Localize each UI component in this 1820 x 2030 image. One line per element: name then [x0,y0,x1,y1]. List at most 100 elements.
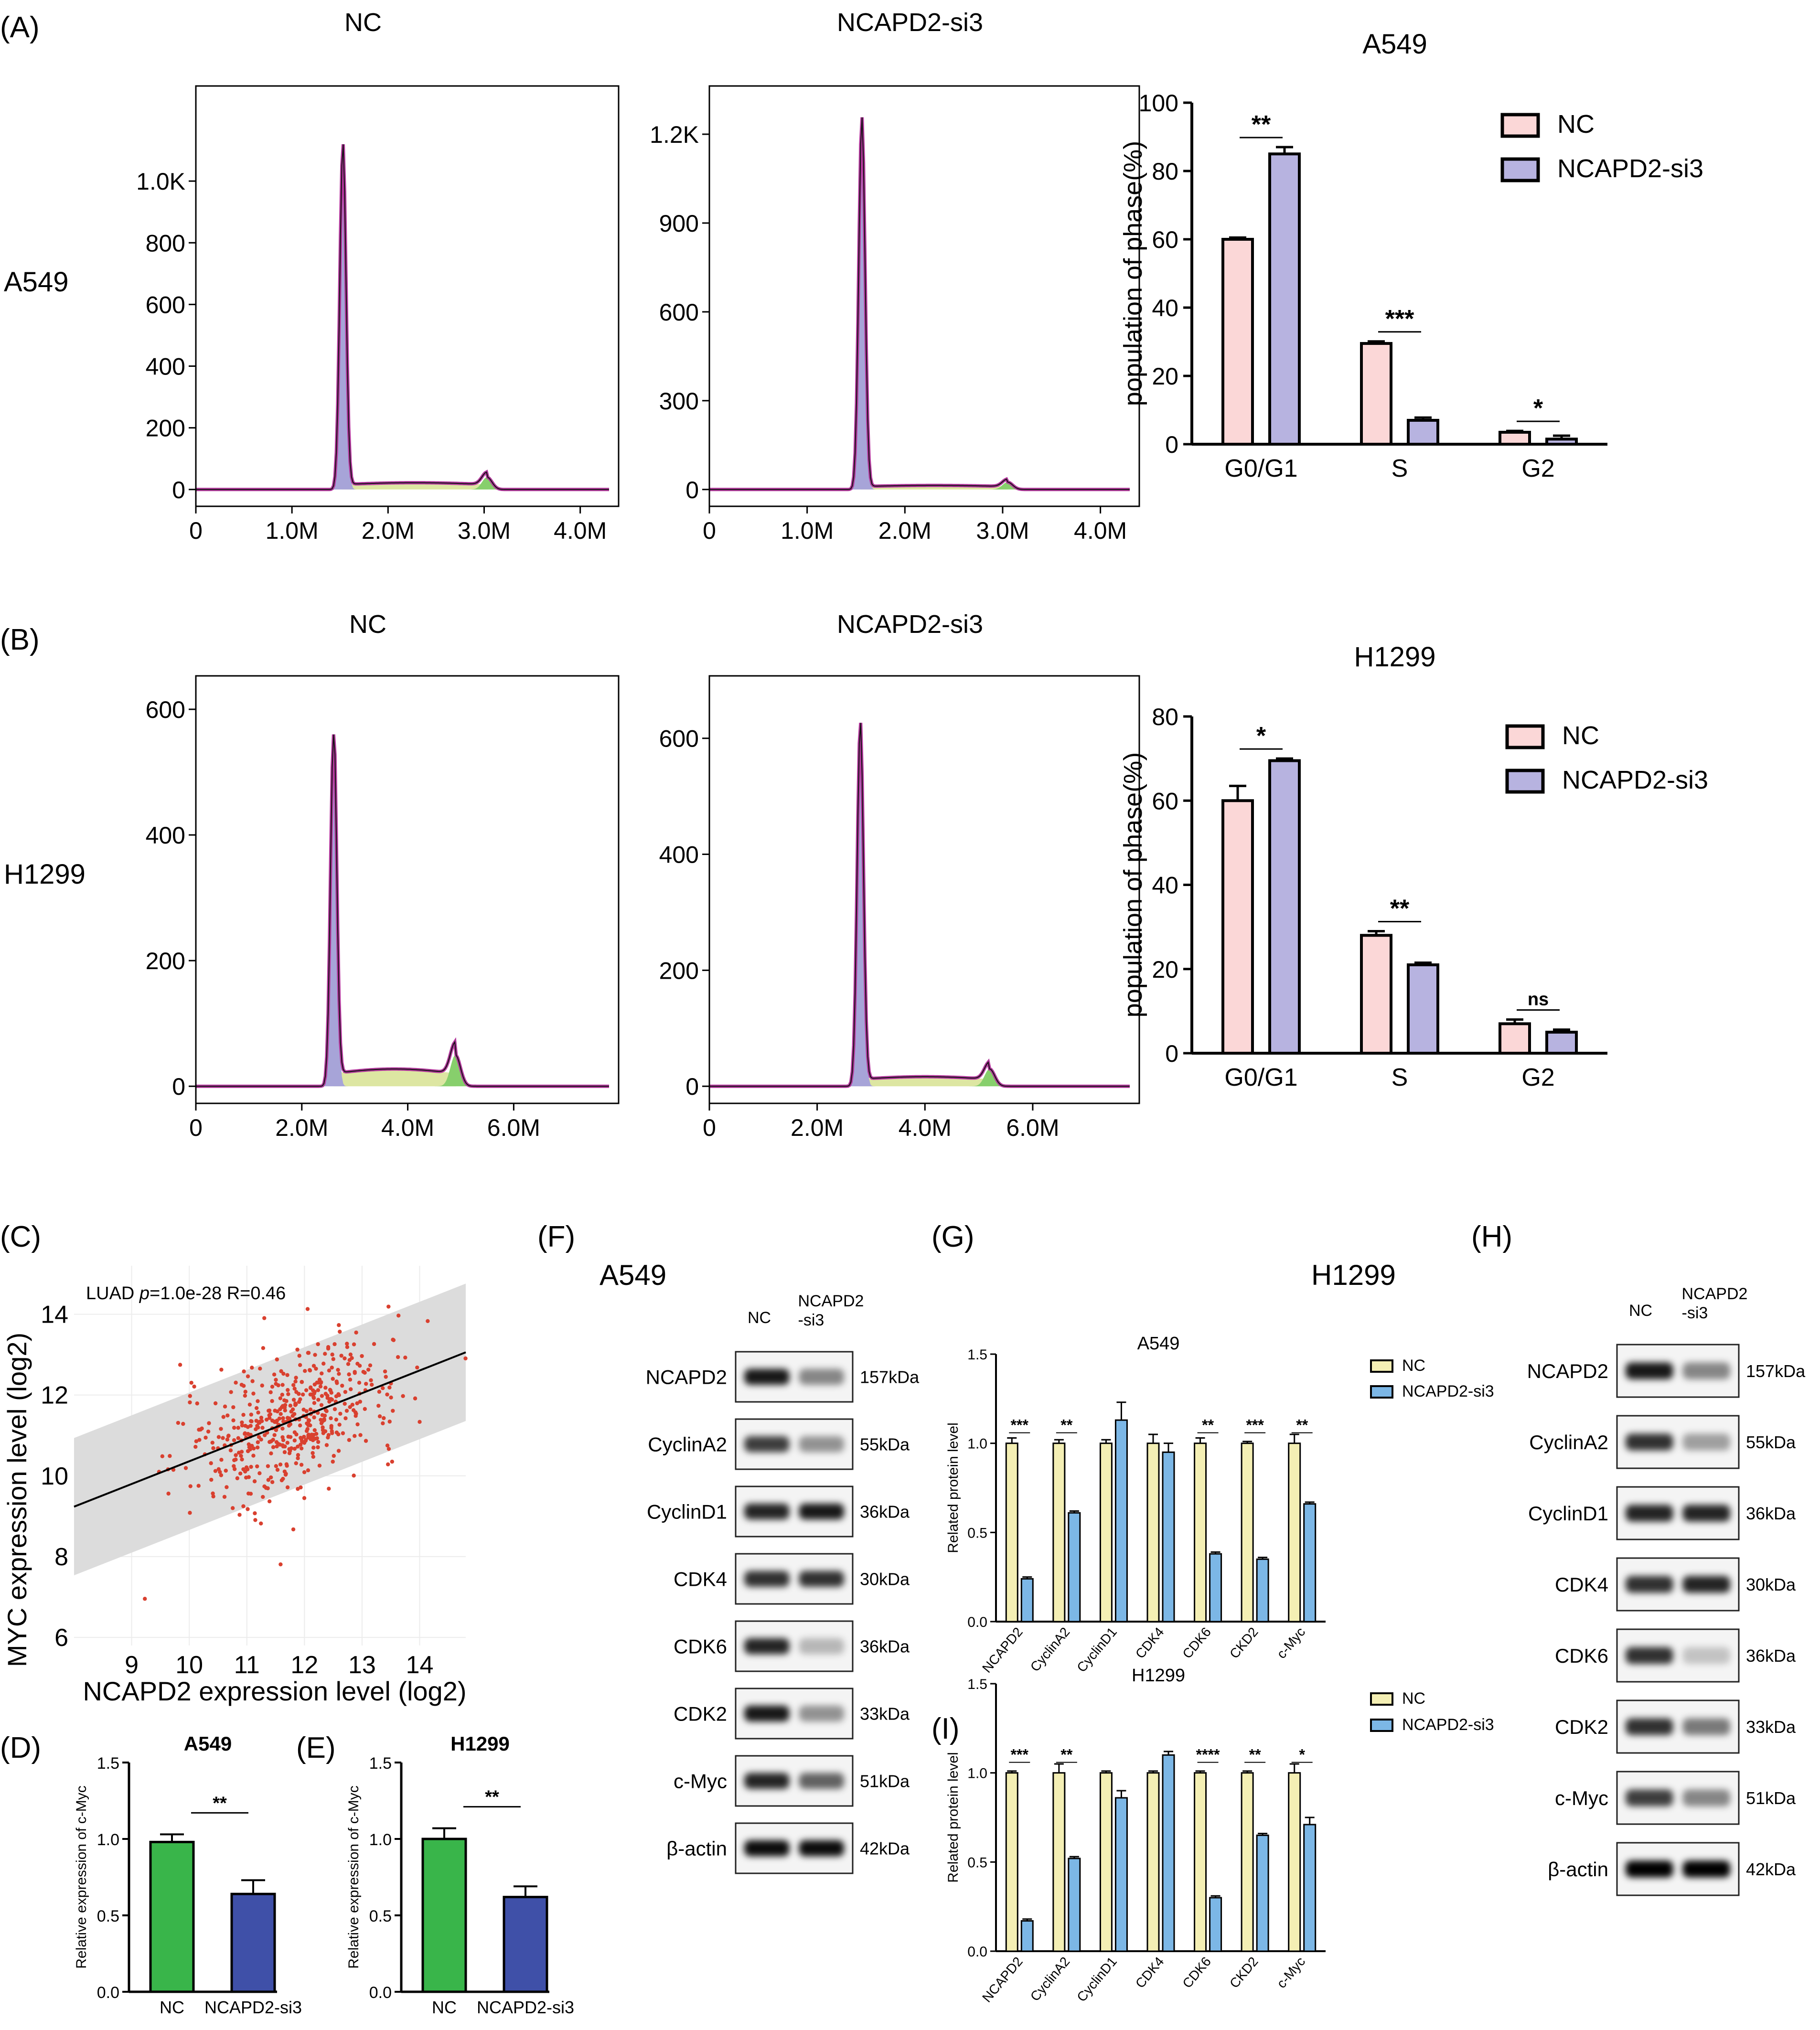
data-point [277,1416,282,1421]
data-point [334,1379,339,1384]
bar-si3-cdk6 [1209,1553,1222,1623]
x-tick-label: S [1392,1064,1408,1091]
data-point [266,1464,270,1468]
bar-ncapd2-si3-g2 [1545,438,1578,446]
y-tick-label: 10 [41,1463,68,1490]
data-point [297,1392,301,1396]
data-point [311,1445,316,1450]
data-point [246,1449,250,1453]
data-point [193,1444,198,1449]
data-point [252,1479,257,1484]
x-tick-label: 9 [125,1651,139,1679]
bar-si3-ncapd2 [1020,1578,1034,1623]
plot-frame [708,675,1140,1104]
x-tick-label: 4.0M [899,1114,952,1141]
x-tick-label: 12 [290,1651,318,1679]
data-point [188,1400,192,1405]
data-point [278,1396,283,1400]
data-point [303,1368,307,1373]
data-point [343,1401,347,1406]
x-tick-label: 1.0M [781,517,834,544]
data-point [376,1403,381,1408]
y-tick-label: 0 [685,477,699,503]
data-point [268,1412,273,1417]
data-point [294,1402,298,1407]
data-point [332,1342,337,1346]
blot-f-title: A549 [600,1259,666,1291]
data-point [226,1434,231,1438]
data-point [270,1480,275,1485]
x-tick-label: G0/G1 [1224,1064,1297,1091]
data-point [323,1352,327,1356]
data-point [286,1392,290,1396]
data-point [292,1387,297,1391]
bar-si3-cdk4 [1162,1451,1175,1623]
data-point [210,1441,214,1445]
data-point [345,1345,350,1349]
y-tick-label: 400 [659,842,699,868]
data-point [298,1442,303,1447]
protein-label: CyclinA2 [648,1433,727,1456]
blot-strip [1616,1344,1740,1398]
x-tick-label: CKD2 [1227,1624,1261,1661]
qpcr-d-title: A549 [184,1732,232,1755]
data-point [363,1407,367,1411]
y-tick-label: 1.5 [967,1677,987,1692]
data-line [196,144,609,490]
data-point [296,1486,300,1491]
bar-ncapd2-si3 [503,1896,548,1993]
bar-si3-cyclind1 [1114,1797,1128,1952]
data-point [332,1453,336,1458]
bar-nc-cyclind1 [1099,1442,1113,1623]
data-point [386,1304,391,1309]
legend-i-si-swatch [1370,1719,1393,1732]
data-point [316,1398,321,1402]
data-point [274,1440,279,1444]
data-point [415,1365,419,1370]
bar-nc-ncapd2 [1005,1772,1018,1952]
blot-h1299-title: H1299 [1311,1259,1396,1291]
data-point [240,1420,244,1425]
data-point [264,1417,269,1422]
data-point [324,1443,329,1447]
flow-a-nc-title: NC [344,8,382,37]
data-point [211,1446,215,1451]
data-point [275,1357,279,1362]
band-si3 [1682,1576,1730,1593]
row-label-a549: A549 [4,267,68,298]
data-point [308,1368,312,1373]
data-point [297,1354,301,1358]
data-point [396,1314,401,1318]
data-point [291,1383,296,1387]
data-point [253,1511,257,1516]
x-tick-label: 6.0M [1006,1114,1059,1141]
legend-i-nc-label: NC [1402,1689,1425,1708]
data-point [331,1377,335,1381]
data-point [241,1504,246,1508]
data-point [280,1392,285,1397]
data-point [213,1401,218,1406]
data-point [331,1357,335,1361]
bar-si3-ncapd2 [1020,1920,1034,1952]
legend-i-nc-swatch [1370,1692,1393,1706]
data-point [183,1466,188,1470]
data-point [273,1409,277,1413]
data-point [312,1401,317,1405]
y-tick-label: 0 [172,1073,185,1100]
data-point [188,1394,192,1398]
data-point [197,1438,202,1442]
data-point [248,1423,253,1428]
data-point [219,1473,224,1477]
data-point [355,1361,360,1366]
data-point [340,1383,344,1388]
x-tick-label: NCAPD2-si3 [204,1998,302,2017]
data-point [358,1400,363,1404]
flow-b-si-title: NCAPD2-si3 [837,610,983,639]
data-point [243,1393,247,1398]
data-point [251,1391,256,1396]
data-point [285,1441,289,1445]
flow-b-nc-title: NC [349,610,386,639]
s-phase-fill [196,482,609,490]
y-tick-label: 0.0 [967,1944,987,1960]
